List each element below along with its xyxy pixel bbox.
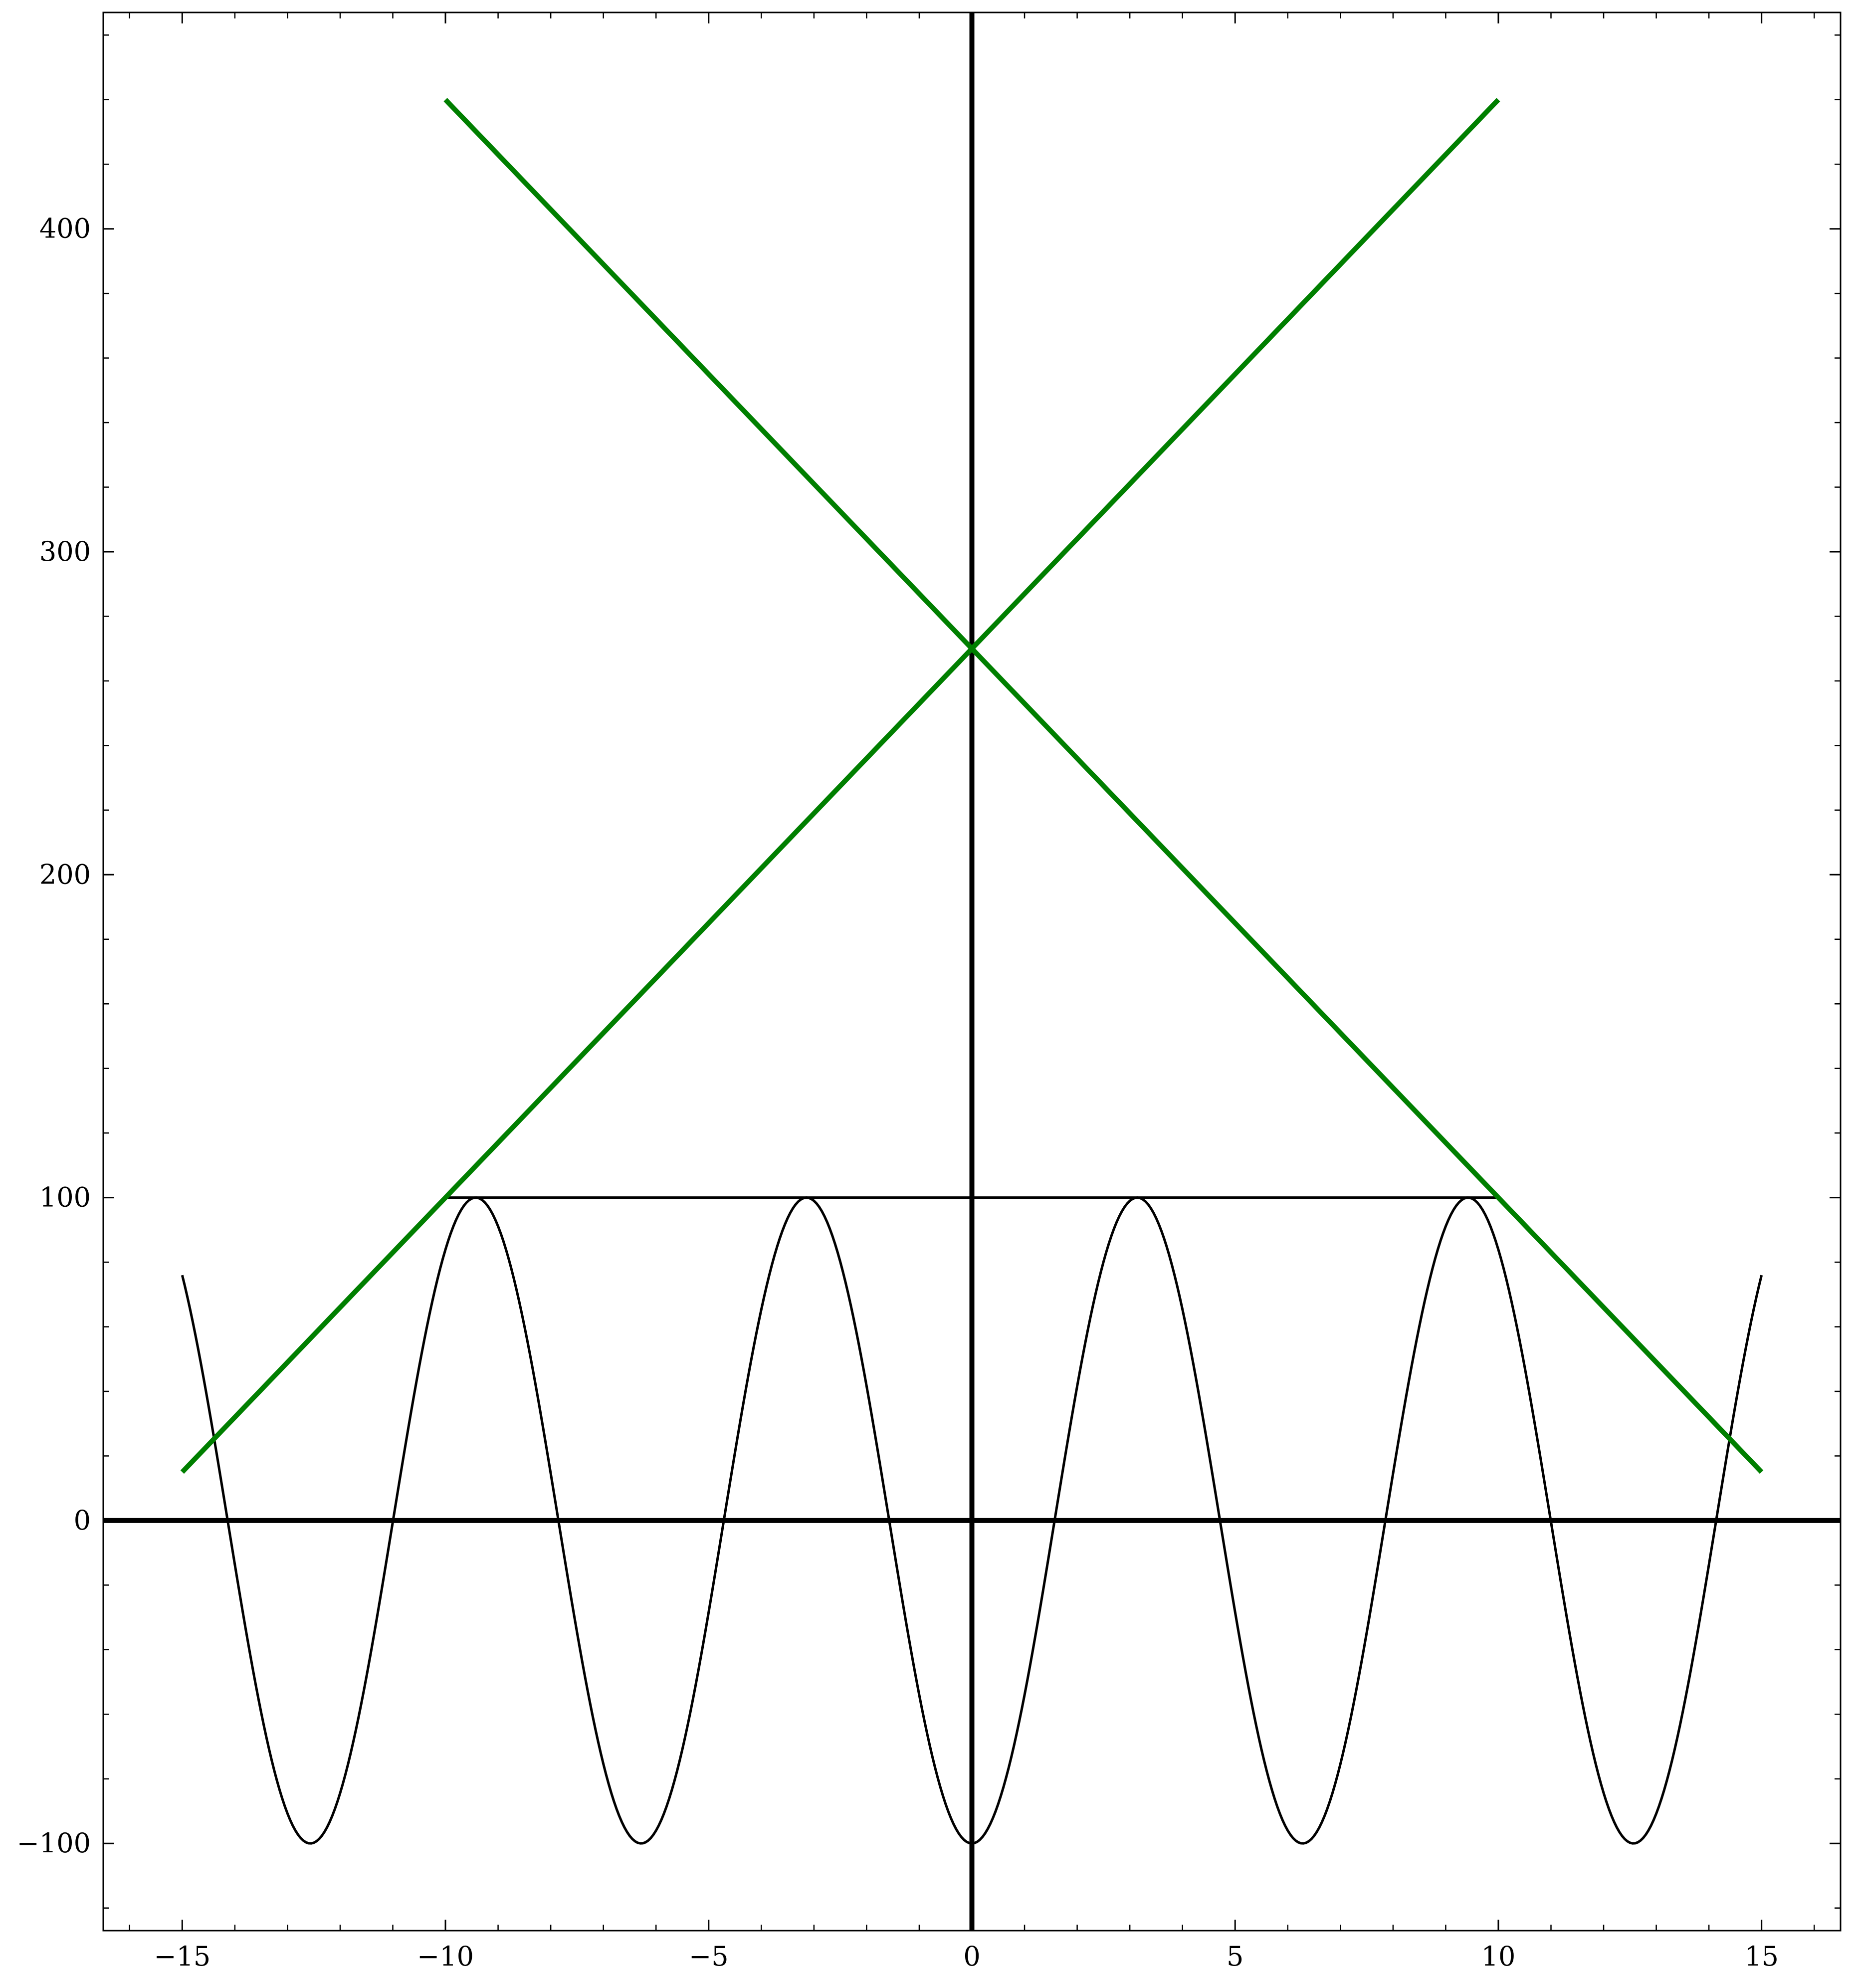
plot-series — [180, 98, 1764, 1845]
x-tick-label: −15 — [154, 1941, 210, 1972]
x-tick-label: −10 — [417, 1941, 474, 1972]
y-tick-label: 0 — [74, 1505, 91, 1536]
x-tick-label: −5 — [689, 1941, 729, 1972]
y-tick-label: 200 — [39, 859, 91, 890]
y-tick-label: −100 — [17, 1827, 91, 1859]
x-tick-label: 10 — [1481, 1941, 1516, 1972]
green-line-2 — [180, 98, 1500, 1474]
tick-labels: −15 −10 −5 0 5 10 15 −100 0 100 200 300 400 — [17, 213, 1779, 1972]
plot-frame — [102, 11, 1842, 1932]
y-tick-label: 100 — [39, 1182, 91, 1213]
zero-axes — [103, 12, 1841, 1931]
y-tick-label: 300 — [39, 536, 91, 567]
green-line-3 — [443, 98, 1764, 1474]
y-tick-label: 400 — [39, 213, 91, 244]
x-tick-label: 0 — [963, 1941, 980, 1972]
x-tick-label: 15 — [1744, 1941, 1779, 1972]
x-tick-label: 5 — [1227, 1941, 1243, 1972]
cosine-curve — [181, 1196, 1763, 1845]
